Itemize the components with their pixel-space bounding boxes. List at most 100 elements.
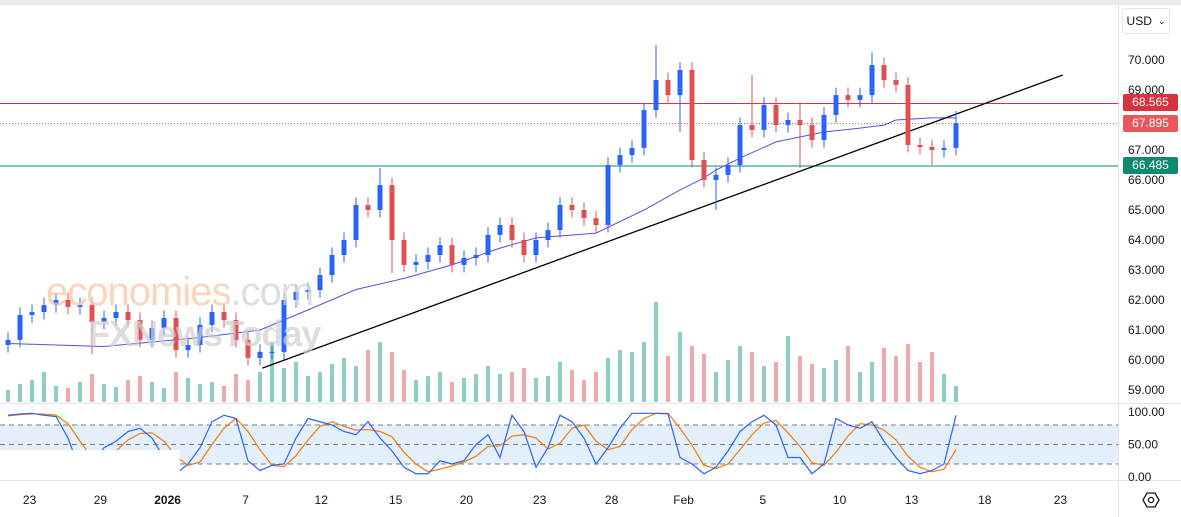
- time-tick-label: 15: [389, 493, 403, 507]
- candle-body: [17, 315, 23, 340]
- volume-bar: [138, 376, 142, 402]
- volume-bar: [558, 362, 562, 402]
- volume-bar: [570, 370, 574, 402]
- candle-body: [641, 110, 647, 148]
- volume-bar: [306, 376, 310, 402]
- candle-body: [665, 80, 671, 96]
- candle-body: [653, 80, 659, 111]
- volume-bar: [174, 372, 178, 402]
- candle-body: [53, 300, 59, 306]
- candle-body: [773, 105, 779, 126]
- volume-bar: [690, 346, 694, 402]
- candle-body: [221, 312, 227, 321]
- time-tick-label: 10: [833, 493, 847, 507]
- volume-bar: [162, 388, 166, 402]
- candle-body: [209, 312, 215, 325]
- volume-bar: [618, 350, 622, 402]
- price-tick-label: 62.000: [1128, 293, 1165, 307]
- current-price-tag: 67.895: [1123, 115, 1178, 132]
- volume-bar: [114, 387, 118, 402]
- candle-body: [785, 120, 791, 126]
- volume-bar: [366, 350, 370, 402]
- candle-body: [953, 123, 959, 148]
- candle-body: [425, 255, 431, 262]
- candle-body: [149, 327, 155, 340]
- candle-body: [101, 318, 107, 322]
- currency-selector[interactable]: USD ⌄: [1122, 8, 1170, 34]
- candle-body: [317, 275, 323, 291]
- candle-body: [245, 339, 251, 358]
- volume-bar: [510, 372, 514, 402]
- candle-body: [845, 95, 851, 100]
- volume-bar: [390, 352, 394, 402]
- volume-bar: [762, 366, 766, 402]
- volume-bar: [642, 342, 646, 402]
- candle-body: [581, 210, 587, 219]
- oscillator-axis[interactable]: 100.00 50.00 0.00: [1128, 405, 1165, 484]
- volume-bar: [342, 358, 346, 402]
- volume-bar: [930, 352, 934, 402]
- volume-bar: [234, 374, 238, 402]
- candle-body: [725, 165, 731, 175]
- volume-bar: [30, 380, 34, 402]
- volume-bar: [498, 374, 502, 402]
- volume-bar: [66, 388, 70, 402]
- candle-body: [161, 318, 167, 328]
- volume-bar: [906, 344, 910, 402]
- volume-bar: [246, 380, 250, 402]
- candle-body: [593, 218, 599, 225]
- support-price-tag: 66.485: [1123, 157, 1178, 174]
- volume-bar: [102, 384, 106, 402]
- candle-body: [629, 147, 635, 156]
- candle-body: [809, 125, 815, 141]
- volume-bar: [6, 390, 10, 402]
- time-tick-label: 18: [978, 493, 992, 507]
- price-tick-label: 63.000: [1128, 263, 1165, 277]
- candle-body: [233, 320, 239, 340]
- volume-bar: [282, 368, 286, 402]
- time-tick-label: 28: [605, 493, 619, 507]
- volume-bar: [150, 382, 154, 402]
- candle-body: [413, 261, 419, 265]
- volume-bar: [354, 366, 358, 402]
- candle-body: [689, 69, 695, 160]
- candle-body: [485, 234, 491, 255]
- time-axis[interactable]: 23 29 2026 7 12 15 20 23 28 Feb 5 10 13 18 23: [23, 493, 1067, 507]
- candle-body: [929, 147, 935, 150]
- candle-body: [401, 240, 407, 265]
- time-tick-label: 23: [1054, 493, 1068, 507]
- candle-body: [281, 300, 287, 352]
- volume-bar: [942, 374, 946, 402]
- candle-body: [509, 225, 515, 240]
- candle-body: [677, 69, 683, 96]
- settings-gear-icon[interactable]: [1141, 490, 1161, 510]
- trendline-segment[interactable]: [262, 74, 1064, 369]
- oscillator-tick-label: 100.00: [1128, 405, 1165, 419]
- volume-bar: [126, 380, 130, 402]
- volume-bar: [714, 372, 718, 402]
- candle-body: [353, 204, 359, 240]
- watermark-fxnewstoday: FXNewsToday: [88, 313, 321, 354]
- price-tick-label: 67.000: [1128, 143, 1165, 157]
- price-tick-label: 69.000: [1128, 83, 1165, 97]
- price-axis[interactable]: 70.000 69.000 67.000 66.000 65.000 64.000 63.0…: [1128, 53, 1165, 397]
- candle-body: [605, 165, 611, 225]
- candle-body: [29, 312, 35, 315]
- price-tick-label: 64.000: [1128, 233, 1165, 247]
- candle-body: [377, 185, 383, 210]
- price-tick-label: 65.000: [1128, 203, 1165, 217]
- volume-bar: [858, 372, 862, 402]
- volume-bar: [222, 386, 226, 402]
- candle-body: [437, 245, 443, 255]
- candle-body: [917, 144, 923, 147]
- volume-bar: [462, 378, 466, 402]
- horizontal-levels[interactable]: [0, 103, 1118, 167]
- candle-body: [833, 95, 839, 115]
- blank-patch: [0, 450, 180, 478]
- candle-body: [941, 147, 947, 150]
- candle-body: [737, 125, 743, 165]
- stochastic-d-line: [7, 412, 957, 473]
- resistance-price-tag: 68.565: [1123, 94, 1178, 111]
- trendline[interactable]: [262, 74, 1064, 369]
